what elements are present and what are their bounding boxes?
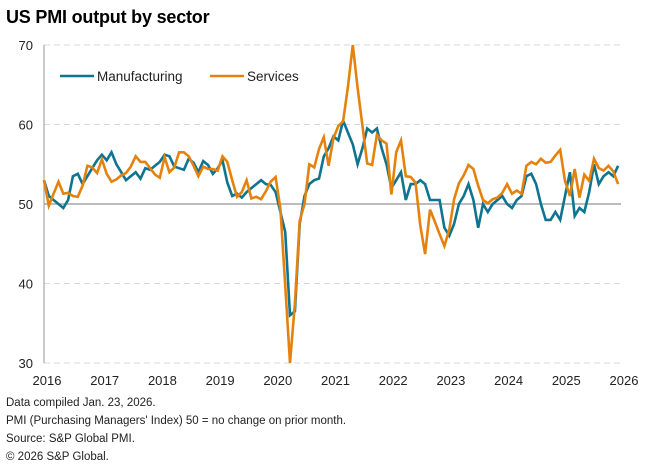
y-tick-label: 30: [19, 356, 33, 371]
gridlines: [44, 44, 621, 364]
footnote-compiled: Data compiled Jan. 23, 2026.: [6, 397, 156, 409]
chart-title: US PMI output by sector: [6, 7, 210, 27]
legend-label-services: Services: [247, 69, 299, 84]
footnotes: Data compiled Jan. 23, 2026. PMI (Purcha…: [6, 394, 346, 466]
x-tick-label: 2025: [552, 373, 581, 388]
x-tick-label: 2023: [436, 373, 465, 388]
y-tick-label: 40: [19, 277, 33, 292]
y-tick-label: 60: [19, 118, 33, 133]
x-tick-label: 2020: [263, 373, 292, 388]
x-tick-label: 2019: [206, 373, 235, 388]
legend: Manufacturing Services: [60, 69, 299, 84]
x-tick-label: 2024: [494, 373, 523, 388]
series-line-services: [42, 44, 620, 364]
series-lines: [42, 44, 620, 364]
x-tick-label: 2018: [148, 373, 177, 388]
y-tick-label: 70: [19, 38, 33, 53]
x-tick-label: 2016: [33, 373, 62, 388]
x-tick-label: 2021: [321, 373, 350, 388]
x-axis: 2016 2017 2018 2019 2020 2021 2022 2023 2024 2025…: [33, 373, 639, 388]
y-axis: 30 40 50 60 70: [19, 38, 45, 371]
footnote-source: Source: S&P Global PMI.: [6, 433, 135, 445]
x-tick-label: 2026: [610, 373, 639, 388]
x-tick-label: 2017: [90, 373, 119, 388]
y-tick-label: 50: [19, 197, 33, 212]
legend-label-manufacturing: Manufacturing: [97, 69, 183, 84]
footnote-pmi-definition: PMI (Purchasing Managers' Index) 50 = no…: [6, 415, 347, 427]
footnote-copyright: © 2026 S&P Global.: [6, 451, 109, 463]
x-tick-label: 2022: [379, 373, 408, 388]
